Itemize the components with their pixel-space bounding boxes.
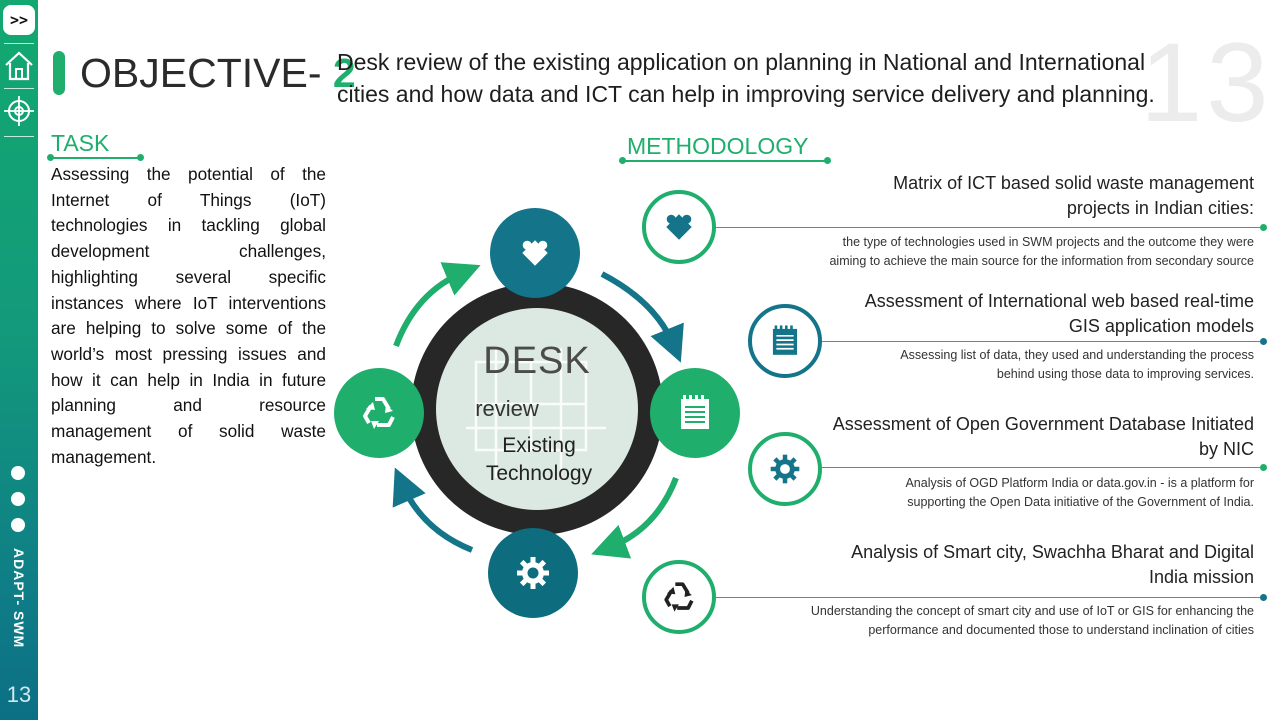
methodology-heading: METHODOLOGY	[627, 133, 809, 159]
objective-number: 2	[332, 50, 356, 96]
slide-number-watermark: 13	[1140, 20, 1273, 145]
method-item-4-rule-dot	[1260, 594, 1267, 601]
method-item-1-desc-line: aiming to achieve the main source for th…	[829, 254, 1254, 268]
puzzle-icon	[666, 214, 692, 240]
sidebar: >> ADAPT- SWM 13	[0, 0, 38, 720]
sidebar-divider	[4, 88, 34, 89]
method-item-2-desc-line: Assessing list of data, they used and un…	[900, 348, 1254, 362]
node-top[interactable]	[490, 208, 580, 298]
method-item-1-rule-dot	[1260, 224, 1267, 231]
method-item-4-description: Understanding the concept of smart city …	[811, 602, 1254, 640]
method-item-2-title: Assessment of International web based re…	[865, 289, 1254, 339]
node-right[interactable]	[650, 368, 740, 458]
gear-icon	[517, 557, 549, 589]
sketch-background-icon	[466, 348, 606, 478]
sidebar-divider	[4, 43, 34, 44]
methodology-underline-dot	[619, 157, 626, 164]
method-item-1-title: Matrix of ICT based solid waste manageme…	[893, 171, 1254, 221]
method-item-2-rule-dot	[1260, 338, 1267, 345]
arrow-top-left	[393, 262, 481, 348]
center-title: DESK	[483, 340, 591, 382]
method-item-1-title-line: projects in Indian cities:	[1066, 198, 1254, 218]
method-item-3-description: Analysis of OGD Platform India or data.g…	[905, 474, 1254, 512]
arrow-top-right	[600, 271, 684, 363]
method-item-3-rule-dot	[1260, 464, 1267, 471]
method-item-3-title-line: by NIC	[1198, 439, 1254, 459]
nav-dot[interactable]	[11, 518, 25, 532]
arrow-bottom-right	[591, 476, 679, 559]
objective-title-prefix: OBJECTIVE-	[80, 50, 322, 96]
arrow-bottom-left	[392, 467, 474, 553]
center-line-existing: Existing	[502, 434, 576, 457]
task-heading: TASK	[51, 130, 110, 156]
method-item-4-desc-line: Understanding the concept of smart city …	[810, 604, 1254, 618]
sidebar-page-number: 13	[6, 682, 32, 707]
task-body: Assessing the potential of the Internet …	[51, 164, 326, 467]
method-item-3-rule	[822, 467, 1262, 468]
nav-dot[interactable]	[11, 466, 25, 480]
method-item-4-rule	[716, 597, 1262, 598]
method-item-4-desc-line: performance and documented those to unde…	[868, 623, 1254, 637]
sidebar-brand: ADAPT- SWM	[11, 548, 27, 649]
gear-icon	[770, 454, 800, 484]
method-item-4-title-line: Analysis of Smart city, Swachha Bharat a…	[851, 542, 1254, 562]
task-underline-dot	[47, 154, 54, 161]
method-item-1-desc-line: the type of technologies used in SWM pro…	[842, 235, 1254, 249]
method-item-2-title-line: Assessment of International web based re…	[864, 291, 1254, 311]
method-item-1-icon-circle[interactable]	[642, 190, 716, 264]
node-left[interactable]	[334, 368, 424, 458]
method-item-1-description: the type of technologies used in SWM pro…	[829, 233, 1254, 271]
method-item-4-title: Analysis of Smart city, Swachha Bharat a…	[851, 540, 1254, 590]
target-icon[interactable]	[3, 94, 35, 128]
method-item-4-title-line: India mission	[1148, 567, 1254, 587]
method-item-3-title-line: Assessment of Open Government Database I…	[832, 414, 1254, 434]
method-item-3-desc-line: Analysis of OGD Platform India or data.g…	[905, 476, 1254, 490]
task-underline	[51, 157, 141, 159]
method-item-1-rule	[716, 227, 1262, 228]
method-item-3-title: Assessment of Open Government Database I…	[833, 412, 1254, 462]
puzzle-icon	[522, 240, 548, 266]
method-item-2-desc-line: behind using those data to improving ser…	[996, 367, 1254, 381]
objective-description: Desk review of the existing application …	[337, 49, 1155, 107]
notepad-icon	[772, 325, 798, 355]
method-item-2-title-line: GIS application models	[1068, 316, 1254, 336]
recycle-icon	[664, 582, 694, 612]
method-item-1-title-line: Matrix of ICT based solid waste manageme…	[893, 173, 1254, 193]
nav-dot[interactable]	[11, 492, 25, 506]
sidebar-divider	[4, 136, 34, 137]
method-item-2-description: Assessing list of data, they used and un…	[900, 346, 1254, 384]
notepad-icon	[681, 395, 709, 429]
method-item-2-icon-circle[interactable]	[748, 304, 822, 378]
task-underline-dot	[137, 154, 144, 161]
home-icon[interactable]	[3, 48, 35, 84]
method-item-4-icon-circle[interactable]	[642, 560, 716, 634]
center-core	[436, 308, 638, 510]
method-item-3-icon-circle[interactable]	[748, 432, 822, 506]
center-line-technology: Technology	[485, 462, 593, 485]
cycle-arrows	[392, 262, 684, 559]
objective-title: OBJECTIVE- 2	[80, 50, 356, 97]
method-item-3-desc-line: supporting the Open Data initiative of t…	[907, 495, 1254, 509]
node-bottom[interactable]	[488, 528, 578, 618]
methodology-underline	[623, 160, 827, 162]
title-accent-bar	[53, 51, 65, 95]
methodology-underline-dot	[824, 157, 831, 164]
nav-toggle-button[interactable]: >>	[3, 5, 35, 35]
center-line-review: review	[475, 396, 539, 421]
method-item-2-rule	[822, 341, 1262, 342]
recycle-icon	[363, 397, 395, 429]
